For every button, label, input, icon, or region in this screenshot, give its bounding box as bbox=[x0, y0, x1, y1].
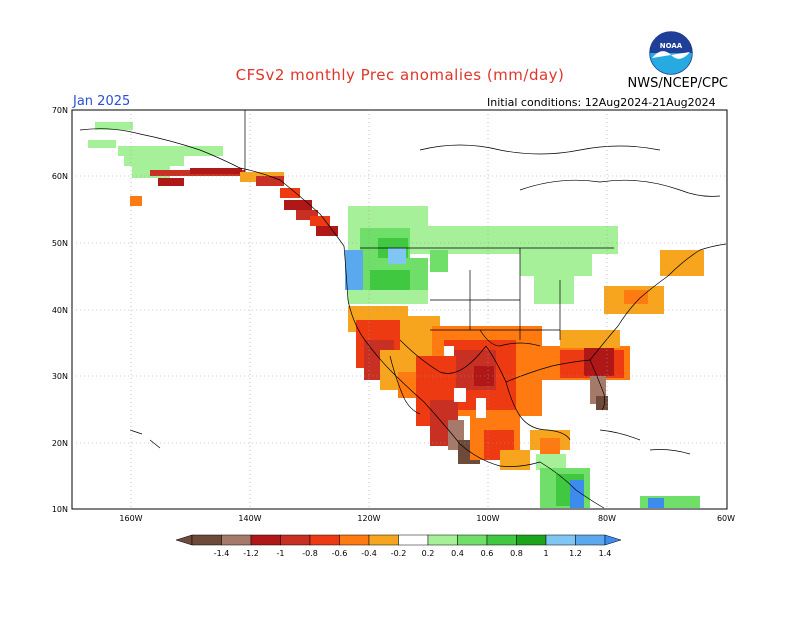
legend-colorbar bbox=[175, 534, 622, 546]
logo-text: NOAA bbox=[660, 42, 683, 50]
legend-swatch bbox=[221, 534, 252, 546]
legend-swatch bbox=[427, 534, 458, 546]
anomaly-fields bbox=[88, 122, 704, 508]
latitude-labels: 70N 60N 50N 40N 30N 20N 10N bbox=[52, 106, 68, 514]
lon-label: 100W bbox=[476, 514, 499, 523]
legend-label: -0.6 bbox=[332, 549, 348, 558]
gridlines bbox=[72, 110, 727, 509]
legend-swatch bbox=[486, 534, 517, 546]
agency-label: NWS/NCEP/CPC bbox=[627, 76, 728, 91]
legend-swatch bbox=[398, 534, 429, 546]
legend-label: -0.2 bbox=[391, 549, 407, 558]
legend-swatch bbox=[545, 534, 576, 546]
legend-labels: -1.4 -1.2 -1 -0.8 -0.6 -0.4 -0.2 0.2 0.4 0.6 0.8 1 1… bbox=[214, 549, 612, 558]
legend-swatch bbox=[191, 534, 222, 546]
legend-label: 1 bbox=[543, 549, 548, 558]
legend-swatch bbox=[457, 534, 488, 546]
lon-label: 60W bbox=[717, 514, 735, 523]
lat-label: 60N bbox=[52, 172, 68, 181]
map-title: CFSv2 monthly Prec anomalies (mm/day) bbox=[235, 66, 565, 84]
lon-label: 80W bbox=[598, 514, 616, 523]
lat-label: 70N bbox=[52, 106, 68, 115]
lon-label: 120W bbox=[357, 514, 380, 523]
legend-label: 0.2 bbox=[422, 549, 435, 558]
legend-label: -0.4 bbox=[361, 549, 377, 558]
legend-label: -1.2 bbox=[243, 549, 259, 558]
legend-label: -1 bbox=[277, 549, 285, 558]
legend-label: 0.4 bbox=[451, 549, 464, 558]
legend-swatch bbox=[339, 534, 370, 546]
legend-label: 0.6 bbox=[481, 549, 494, 558]
legend-label: -1.4 bbox=[214, 549, 230, 558]
lat-label: 10N bbox=[52, 505, 68, 514]
lat-label: 30N bbox=[52, 372, 68, 381]
legend-swatch bbox=[575, 534, 606, 546]
noaa-logo: NOAA bbox=[649, 31, 693, 75]
legend-label: 0.8 bbox=[510, 549, 523, 558]
legend-arrow-low bbox=[175, 534, 193, 546]
lat-label: 50N bbox=[52, 239, 68, 248]
lon-label: 160W bbox=[119, 514, 142, 523]
initial-conditions: Initial conditions: 12Aug2024-21Aug2024 bbox=[487, 96, 716, 109]
legend-label: 1.4 bbox=[599, 549, 612, 558]
legend-swatch bbox=[309, 534, 340, 546]
lat-label: 20N bbox=[52, 439, 68, 448]
legend-swatch bbox=[368, 534, 399, 546]
legend-label: 1.2 bbox=[569, 549, 582, 558]
forecast-month: Jan 2025 bbox=[73, 94, 131, 109]
legend-swatch bbox=[250, 534, 281, 546]
legend-swatch bbox=[516, 534, 547, 546]
lat-label: 40N bbox=[52, 306, 68, 315]
lon-label: 140W bbox=[238, 514, 261, 523]
legend-label: -0.8 bbox=[302, 549, 318, 558]
legend-swatch bbox=[280, 534, 311, 546]
coastlines bbox=[79, 110, 727, 509]
longitude-labels: 160W 140W 120W 100W 80W 60W bbox=[119, 514, 735, 523]
legend-arrow-high bbox=[604, 534, 622, 546]
